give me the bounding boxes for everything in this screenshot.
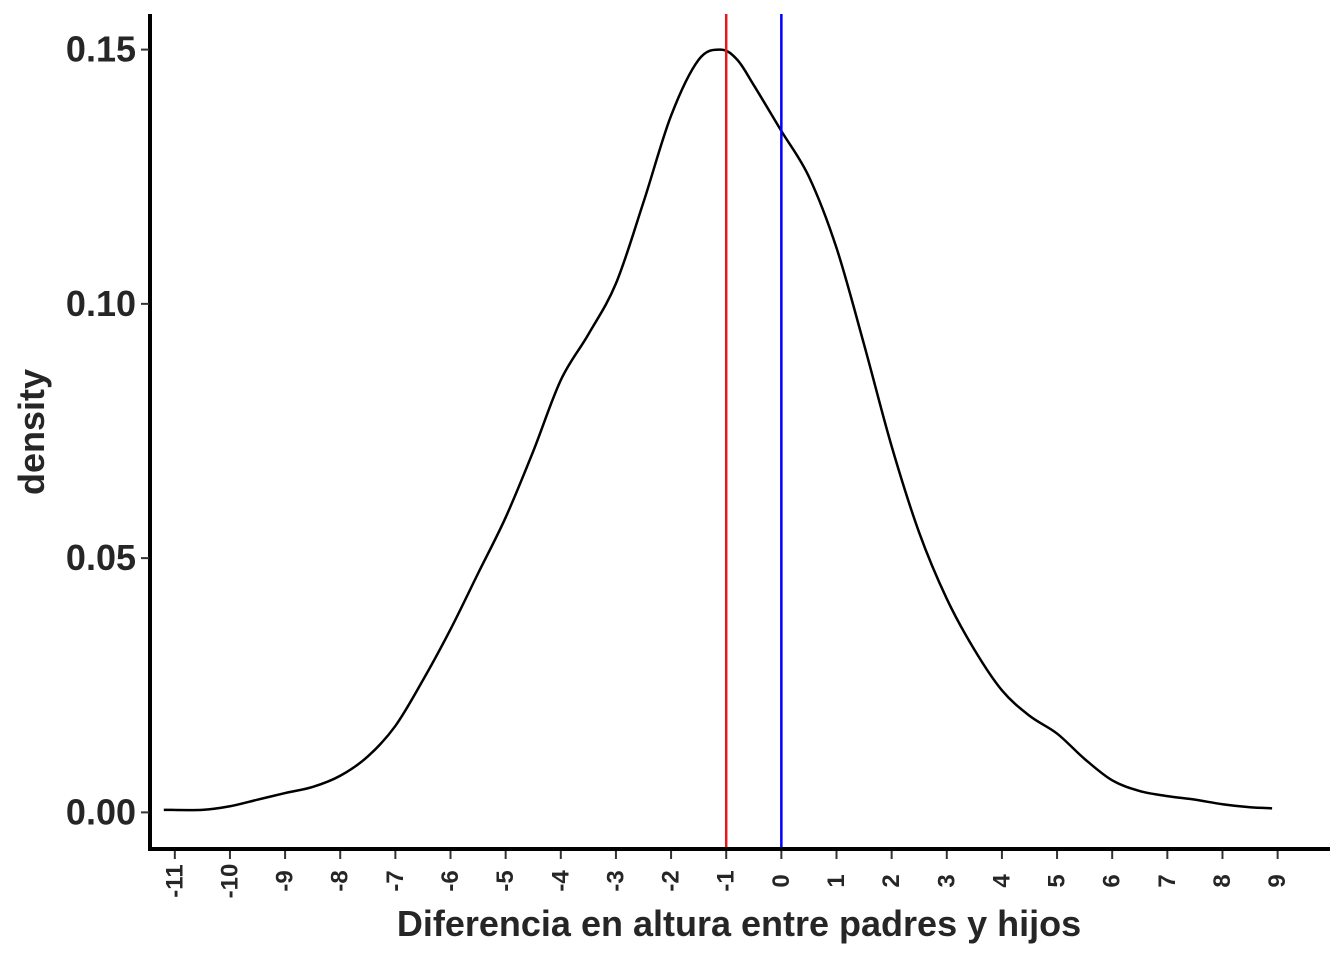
x-tick-label: 2 — [878, 874, 905, 887]
x-tick-label: 4 — [988, 874, 1015, 888]
y-tick-label: 0.10 — [66, 283, 136, 324]
x-axis-title: Diferencia en altura entre padres y hijo… — [397, 903, 1081, 944]
x-tick-label: -8 — [327, 870, 354, 891]
y-tick-label: 0.15 — [66, 29, 136, 70]
x-tick-label: -11 — [161, 864, 188, 897]
x-tick-label: 7 — [1154, 874, 1181, 887]
x-tick-label: 1 — [823, 874, 850, 887]
density-curve-0 — [163, 48, 1273, 812]
x-tick-label: -7 — [382, 870, 409, 891]
x-tick-label: -1 — [713, 870, 740, 891]
x-tick-label: -5 — [492, 870, 519, 891]
x-tick-label: -9 — [272, 870, 299, 891]
y-ticks: 0.00 0.05 0.10 0.15 — [66, 29, 149, 832]
y-tick-label: 0.05 — [66, 537, 136, 578]
x-tick-label: -3 — [602, 870, 629, 891]
x-tick-label: 0 — [768, 874, 795, 887]
x-tick-label: 3 — [933, 874, 960, 887]
x-ticks: -11 -10 -9 -8 -7 -6 -5 -4 -3 -2 -1 0 1 2 3 4 5 6 7 8 9 — [161, 851, 1291, 898]
plot-marks — [163, 14, 1273, 849]
x-tick-label: -2 — [658, 870, 685, 891]
y-tick-label: 0.00 — [66, 791, 136, 832]
x-tick-label: -6 — [437, 870, 464, 891]
x-tick-label: 5 — [1044, 874, 1071, 887]
axes — [148, 14, 1330, 851]
x-tick-label: 6 — [1099, 874, 1126, 887]
y-axis-title: density — [11, 369, 52, 495]
x-tick-label: -10 — [216, 864, 243, 899]
x-tick-label: 8 — [1209, 874, 1236, 887]
x-tick-label: 9 — [1264, 874, 1291, 887]
x-tick-label: -4 — [547, 870, 574, 892]
